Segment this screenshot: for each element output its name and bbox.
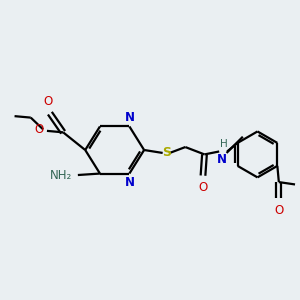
Text: S: S: [162, 146, 171, 159]
Text: O: O: [198, 181, 208, 194]
Text: O: O: [34, 123, 44, 136]
Text: O: O: [274, 204, 283, 217]
Text: N: N: [124, 176, 134, 189]
Text: O: O: [44, 95, 53, 108]
Text: NH₂: NH₂: [50, 169, 72, 182]
Text: N: N: [217, 153, 227, 166]
Text: N: N: [124, 111, 134, 124]
Text: H: H: [220, 139, 227, 148]
